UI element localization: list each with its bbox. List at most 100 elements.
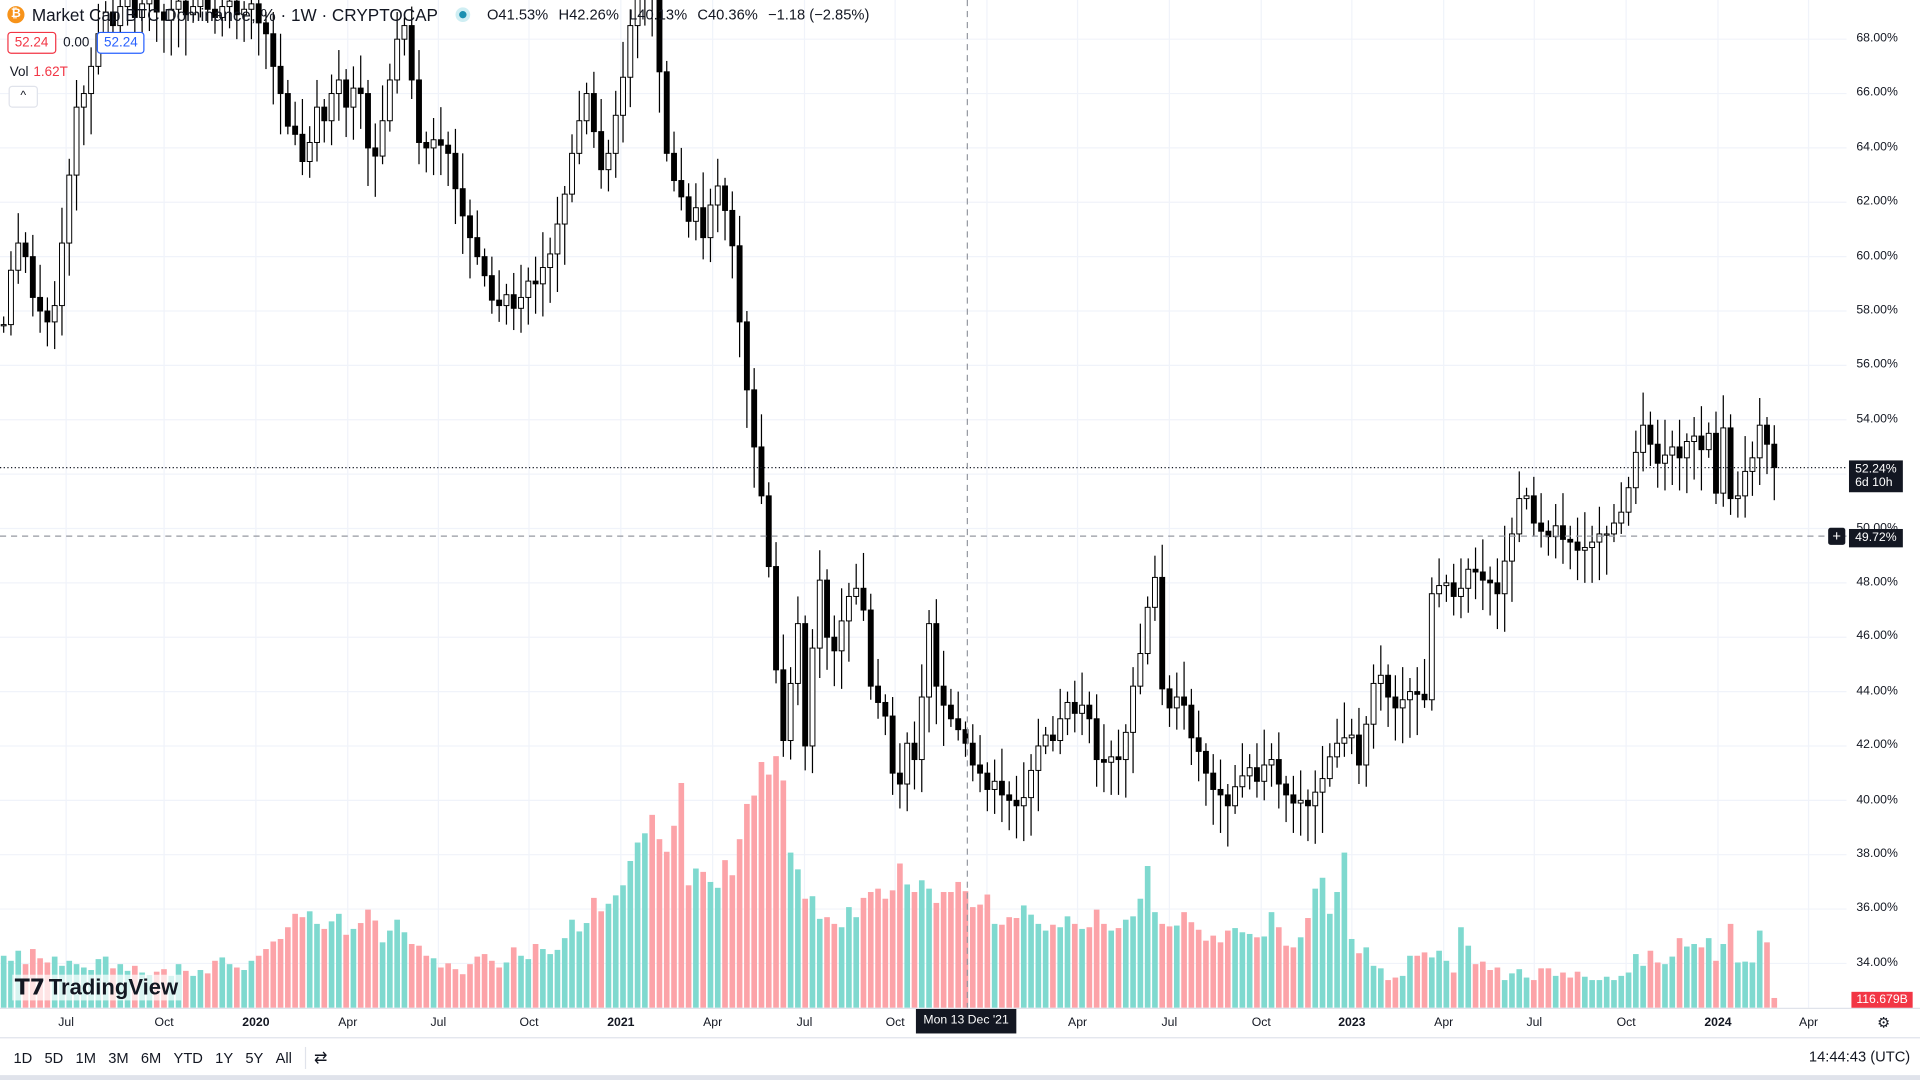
candle-up: [576, 120, 583, 154]
range-button-1m[interactable]: 1M: [75, 1048, 96, 1066]
date-range-icon[interactable]: ⇄: [313, 1047, 328, 1066]
volume-bar: [1086, 927, 1093, 1008]
candle-up: [1326, 756, 1333, 780]
candle-down: [743, 321, 750, 391]
range-button-all[interactable]: All: [275, 1048, 292, 1066]
volume-bar: [518, 955, 524, 1008]
candle-up: [1669, 446, 1676, 456]
volume-bar: [1472, 964, 1479, 1008]
candle-up: [1370, 682, 1377, 725]
range-button-5y[interactable]: 5Y: [245, 1048, 264, 1066]
logo-text: TradingView: [48, 974, 179, 1000]
volume-bar: [554, 949, 561, 1008]
collapse-legend-button[interactable]: ^: [8, 85, 38, 108]
volume-bar: [948, 892, 954, 1008]
candle-up: [569, 152, 575, 195]
candle-up: [1268, 759, 1275, 766]
candle-up: [430, 139, 437, 149]
market-status-icon[interactable]: [455, 7, 470, 23]
range-button-3m[interactable]: 3M: [108, 1048, 129, 1066]
volume-bar: [846, 907, 852, 1008]
candle-down: [969, 742, 976, 766]
candle-up: [853, 587, 860, 597]
volume-bar: [1203, 940, 1209, 1008]
candle-down: [1049, 734, 1056, 742]
volume-bar: [649, 814, 655, 1008]
settings-gear-icon[interactable]: ⚙: [1877, 1013, 1891, 1032]
candle-up: [219, 6, 226, 18]
volume-bar: [1101, 923, 1107, 1008]
volume-bar: [561, 938, 568, 1008]
range-button-ytd[interactable]: YTD: [173, 1048, 203, 1066]
candle-up: [1465, 568, 1472, 589]
candle-down: [372, 147, 379, 157]
range-button-6m[interactable]: 6M: [140, 1048, 162, 1066]
price-axis-label: 62.00%: [1856, 194, 1898, 209]
volume-bar: [1414, 955, 1421, 1008]
candle-up: [539, 267, 546, 285]
candle-up: [1436, 585, 1443, 595]
candle-down: [1013, 799, 1020, 807]
volume-bar: [1210, 935, 1217, 1008]
range-button-5d[interactable]: 5D: [44, 1048, 64, 1066]
candle-down: [860, 587, 867, 611]
volume-bar: [962, 891, 969, 1008]
volume-bar: [1115, 928, 1122, 1008]
close-value: C40.36%: [697, 6, 758, 24]
symbol-title[interactable]: Market Cap BTC Dominance, % · 1W · CRYPT…: [31, 4, 438, 25]
candle-down: [1676, 446, 1683, 459]
range-button-1d[interactable]: 1D: [13, 1048, 33, 1066]
volume-bar: [306, 911, 313, 1008]
candle-down: [1414, 691, 1421, 695]
candle-up: [926, 623, 932, 698]
candle-up: [627, 25, 634, 78]
bottom-border: [0, 1075, 1920, 1080]
candle-down: [1713, 432, 1719, 494]
volume-bar: [824, 917, 830, 1008]
clock[interactable]: 14:44:43 (UTC): [1808, 1048, 1911, 1066]
candle-up: [1319, 778, 1326, 793]
time-axis-label: Apr: [338, 1016, 358, 1030]
price-axis-label: 36.00%: [1856, 901, 1898, 916]
volume-bar: [1261, 936, 1268, 1008]
volume-bar: [802, 898, 809, 1008]
volume-bar: [1691, 944, 1697, 1008]
volume-bar: [299, 917, 306, 1008]
volume-bar: [0, 955, 7, 1008]
candle-up: [306, 141, 313, 163]
buy-button[interactable]: 52.24: [96, 31, 146, 54]
candle-down: [284, 93, 291, 127]
price-chart[interactable]: [0, 0, 1920, 1037]
candle-down: [736, 245, 743, 323]
candle-down: [204, 0, 211, 10]
sell-button[interactable]: 52.24: [7, 31, 56, 54]
price-axis-label: 34.00%: [1856, 956, 1898, 970]
volume-bar: [758, 762, 765, 1008]
price-axis-label: 46.00%: [1856, 629, 1898, 644]
candle-down: [1764, 424, 1770, 445]
time-axis-label: 2023: [1338, 1016, 1366, 1030]
candle-up: [561, 193, 568, 225]
candle-up: [1261, 764, 1268, 782]
time-axis-label: Apr: [1068, 1016, 1088, 1030]
volume-bar: [1283, 945, 1289, 1008]
add-alert-plus-icon[interactable]: +: [1828, 527, 1846, 545]
volume-bar: [489, 960, 495, 1008]
range-button-1y[interactable]: 1Y: [215, 1048, 234, 1066]
volume-bar: [1662, 964, 1668, 1008]
volume-bar: [576, 931, 583, 1008]
volume-bar: [183, 970, 189, 1008]
volume-bar: [1275, 927, 1282, 1008]
candle-down: [1071, 701, 1078, 714]
tradingview-logo[interactable]: 𝗧𝟳 TradingView: [12, 974, 181, 1001]
volume-value: 1.62T: [33, 64, 68, 80]
price-axis-label: 38.00%: [1856, 847, 1898, 861]
bitcoin-icon: ₿: [7, 6, 25, 24]
volume-bar: [1013, 918, 1020, 1008]
candle-down: [758, 446, 765, 497]
candle-up: [525, 280, 532, 298]
candle-up: [394, 38, 401, 81]
volume-bar: [1057, 927, 1064, 1008]
candle-down: [773, 566, 779, 671]
